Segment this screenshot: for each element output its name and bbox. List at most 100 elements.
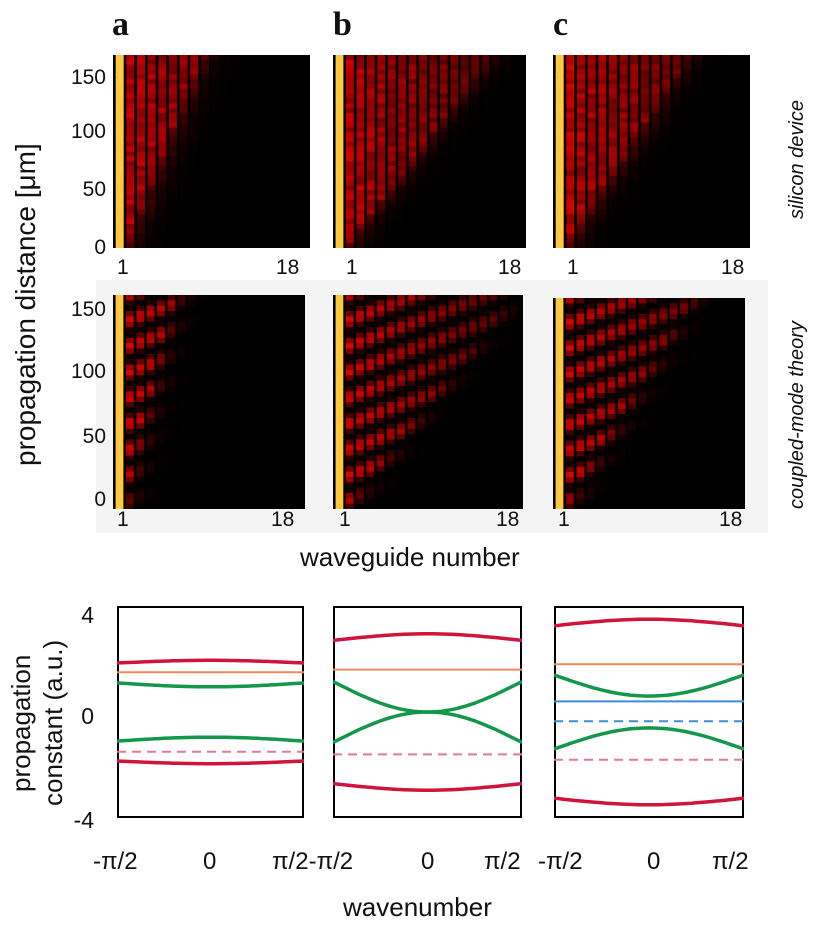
heatmap-cmt-a-cell <box>188 428 196 435</box>
heatmap-silicon-c-cell <box>662 108 671 114</box>
heatmap-cmt-c-cell <box>700 403 709 410</box>
heatmap-silicon-b-cell <box>429 156 438 162</box>
heatmap-silicon-b-cell <box>492 103 500 109</box>
heatmap-cmt-a-cell <box>240 487 248 494</box>
heatmap-silicon-c-cell <box>704 170 713 177</box>
heatmap-silicon-c-cell <box>726 175 734 181</box>
heatmap-cmt-a-cell <box>260 364 269 371</box>
heatmap-cmt-b-cell <box>407 396 416 403</box>
heatmap-cmt-a-cell <box>167 396 176 403</box>
heatmap-cmt-a-cell <box>115 455 124 462</box>
heatmap-silicon-a-cell <box>179 137 188 143</box>
heatmap-silicon-c-cell <box>694 156 703 162</box>
heatmap-silicon-b-cell <box>346 194 354 201</box>
heatmap-cmt-a-cell <box>240 343 248 349</box>
heatmap-silicon-c-cell <box>587 59 596 66</box>
heatmap-silicon-b-cell <box>387 59 396 66</box>
heatmap-cmt-a-cell <box>115 450 124 456</box>
heatmap-cmt-b-cell <box>510 407 518 414</box>
heatmap-cmt-a-cell <box>198 476 207 483</box>
heatmap-silicon-a-cell <box>243 170 252 177</box>
heatmap-silicon-b-cell <box>481 175 490 181</box>
heatmap-cmt-c-cell <box>586 477 595 484</box>
heatmap-cmt-b-cell <box>407 407 416 414</box>
heatmap-cmt-b-cell <box>479 450 488 456</box>
heatmap-silicon-c-cell <box>726 141 734 148</box>
heatmap-silicon-a-cell <box>147 122 156 128</box>
heatmap-cmt-c-cell <box>659 340 668 346</box>
heatmap-cmt-a-cell <box>146 364 155 371</box>
heatmap-silicon-a-cell <box>275 132 284 138</box>
heatmap-silicon-c-cell <box>662 175 671 181</box>
heatmap-cmt-a-cell <box>209 316 217 323</box>
heatmap-cmt-b-cell <box>489 460 498 467</box>
heatmap-silicon-c-cell <box>726 98 734 104</box>
heatmap-cmt-b-cell <box>499 428 508 435</box>
heatmap-silicon-c-cell <box>555 204 564 210</box>
heatmap-cmt-a-cell <box>209 412 217 419</box>
heatmap-cmt-b-cell <box>448 402 457 408</box>
heatmap-cmt-c-cell <box>576 435 585 441</box>
heatmap-cmt-a-cell <box>157 327 165 333</box>
heatmap-silicon-b-cell <box>356 180 365 186</box>
heatmap-silicon-b-cell <box>439 185 448 191</box>
heatmap-silicon-c-cell <box>651 166 660 172</box>
heatmap-cmt-b-cell <box>417 391 426 398</box>
heatmap-silicon-a-cell <box>168 59 177 66</box>
heatmap-cmt-c-cell <box>628 424 636 431</box>
heatmap-cmt-b-cell <box>376 466 385 472</box>
heatmap-silicon-a-cell <box>243 190 252 196</box>
heatmap-silicon-c-cell <box>651 88 660 95</box>
heatmap-silicon-a-cell <box>179 233 188 239</box>
heatmap-silicon-c-cell <box>651 103 660 109</box>
heatmap-cmt-a-cell <box>136 476 145 483</box>
heatmap-cmt-a-cell <box>250 359 259 365</box>
heatmap-silicon-c-cell <box>736 59 745 66</box>
heatmap-cmt-b-cell <box>458 402 467 408</box>
heatmap-cmt-b-cell <box>407 337 416 344</box>
heatmap-cmt-b-cell <box>345 428 354 435</box>
heatmap-silicon-a-cell <box>168 83 177 90</box>
heatmap-cmt-c-cell <box>607 456 616 463</box>
heatmap-silicon-a-cell <box>232 127 241 133</box>
heatmap-silicon-c-cell <box>640 190 649 196</box>
heatmap-silicon-a-cell <box>200 64 209 70</box>
heatmap-silicon-b-cell <box>439 170 448 177</box>
heatmap-cmt-c-cell <box>711 298 720 304</box>
heatmap-silicon-a-cell <box>137 108 145 114</box>
heatmap-silicon-b-cell <box>356 204 365 210</box>
heatmap-cmt-a-cell <box>209 450 217 456</box>
heatmap-cmt-a-cell <box>240 407 248 414</box>
row-label-coupled-mode-theory: coupled-mode theory <box>786 321 808 509</box>
heatmap-cmt-a-cell <box>177 380 186 387</box>
heatmap-silicon-c-cell <box>662 127 671 133</box>
heatmap-cmt-c-cell <box>628 398 636 404</box>
heatmap-cmt-c-cell <box>721 361 730 368</box>
heatmap-silicon-c-cell <box>715 88 724 95</box>
heatmap-cmt-a-cell <box>157 337 165 344</box>
heatmap-silicon-b-cell <box>356 170 365 177</box>
heatmap-silicon-a-cell <box>179 59 188 66</box>
heatmap-cmt-c-cell <box>721 419 730 426</box>
heatmap-silicon-c-cell <box>662 59 671 66</box>
heatmap-silicon-a-cell <box>222 88 231 95</box>
heatmap-silicon-a-cell <box>115 199 124 206</box>
heatmap-silicon-c-cell <box>630 223 639 230</box>
heatmap-silicon-c-cell <box>683 74 692 80</box>
heatmap-silicon-a-cell <box>243 214 252 220</box>
heatmap-silicon-c-cell <box>715 156 724 162</box>
heatmap-cmt-a-cell <box>177 482 186 489</box>
heatmap-cmt-a-cell <box>271 476 280 483</box>
heatmap-silicon-a-cell <box>286 59 294 66</box>
heatmap-silicon-c-cell <box>608 175 617 181</box>
heatmap-cmt-a-cell <box>115 295 124 301</box>
heatmap-silicon-a-cell <box>158 98 167 104</box>
heatmap-silicon-b-cell <box>419 127 427 133</box>
heatmap-silicon-c-cell <box>598 132 607 138</box>
heatmap-silicon-a-cell <box>232 223 241 230</box>
heatmap-cmt-a-cell <box>188 418 196 424</box>
heatmap-silicon-a-cell <box>126 98 135 104</box>
heatmap-cmt-b-cell <box>438 444 446 451</box>
heatmap-silicon-a-cell <box>243 98 252 104</box>
heatmap-cmt-b-cell <box>366 503 375 509</box>
